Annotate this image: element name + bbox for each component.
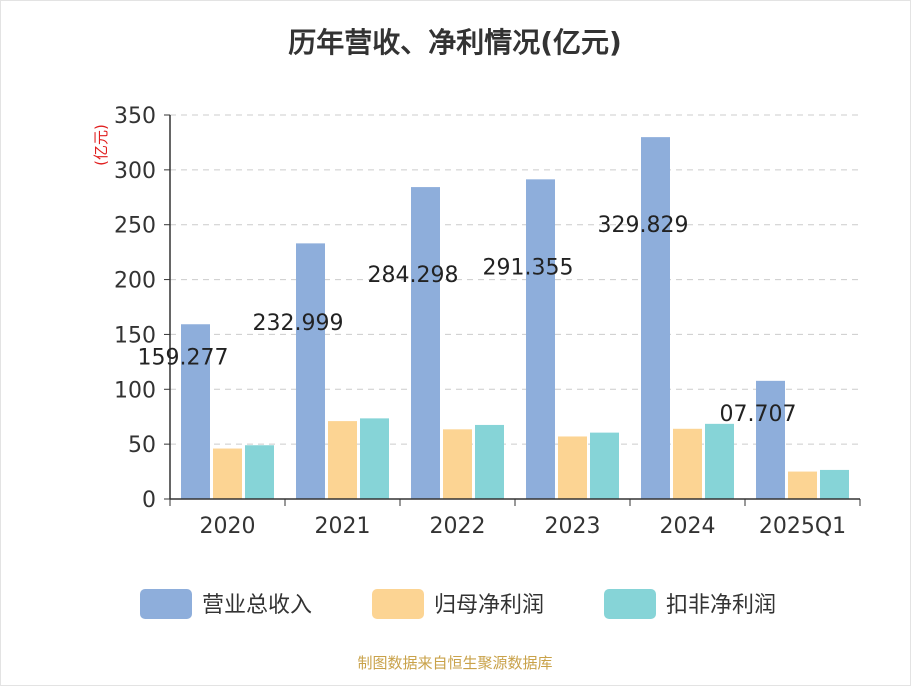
- bar-3-2021: [360, 418, 389, 499]
- y-axis-label: (亿元): [92, 124, 110, 166]
- legend-swatch-3: [604, 589, 656, 619]
- bar-3-2025Q1: [820, 469, 849, 499]
- data-label: 284.298: [368, 263, 459, 288]
- data-labels: 159.277 232.999 284.298 291.355 329.829 07.70…: [138, 213, 797, 427]
- y-tick-label: 250: [114, 214, 156, 239]
- y-tick-label: 350: [114, 104, 156, 129]
- legend-label-3: 扣非净利润: [666, 593, 776, 618]
- bar-2-2021: [328, 421, 357, 499]
- y-tick-label: 50: [128, 433, 156, 458]
- bar-2-2022: [443, 429, 472, 499]
- bar-1-2025Q1: [756, 380, 785, 499]
- bar-2-2025Q1: [788, 471, 817, 499]
- bar-1-2024: [641, 137, 670, 499]
- data-label: 291.355: [483, 255, 574, 280]
- data-label: 329.829: [598, 213, 689, 238]
- bar-1-2023: [526, 179, 555, 499]
- y-tick-label: 300: [114, 159, 156, 184]
- legend-swatch-2: [372, 589, 424, 619]
- y-tick-label: 100: [114, 378, 156, 403]
- data-label: 232.999: [253, 311, 344, 336]
- bars: [181, 137, 849, 499]
- x-tick-label: 2023: [545, 514, 601, 539]
- bar-1-2020: [181, 324, 210, 499]
- y-tick-label: 200: [114, 269, 156, 294]
- x-tick-label: 2025Q1: [759, 514, 846, 539]
- source-note: 制图数据来自恒生聚源数据库: [357, 654, 552, 672]
- y-tick-label: 150: [114, 323, 156, 348]
- bar-2-2023: [558, 436, 587, 499]
- bar-3-2022: [475, 424, 504, 499]
- chart-title: 历年营收、净利情况(亿元): [288, 26, 622, 59]
- bar-2-2024: [673, 428, 702, 499]
- bar-3-2020: [245, 445, 274, 499]
- bar-2-2020: [213, 448, 242, 499]
- x-tick-label: 2021: [315, 514, 371, 539]
- data-label: 07.707: [720, 402, 797, 427]
- data-label: 159.277: [138, 345, 229, 370]
- x-tick-label: 2020: [200, 514, 256, 539]
- x-tick-label: 2024: [660, 514, 716, 539]
- x-tick-label: 2022: [430, 514, 486, 539]
- bar-1-2022: [411, 187, 440, 499]
- grid-lines: [170, 114, 860, 445]
- legend-label-1: 营业总收入: [202, 593, 312, 618]
- legend-label-2: 归母净利润: [434, 593, 544, 618]
- y-tick-label: 0: [142, 488, 156, 513]
- bar-3-2023: [590, 432, 619, 499]
- legend: 营业总收入 归母净利润 扣非净利润: [140, 589, 776, 619]
- bar-3-2024: [705, 423, 734, 499]
- bar-1-2021: [296, 243, 325, 499]
- legend-swatch-1: [140, 589, 192, 619]
- axes: 0 50 100 150 200 250 300 350 2020 2021 2022 2023 202…: [114, 104, 861, 539]
